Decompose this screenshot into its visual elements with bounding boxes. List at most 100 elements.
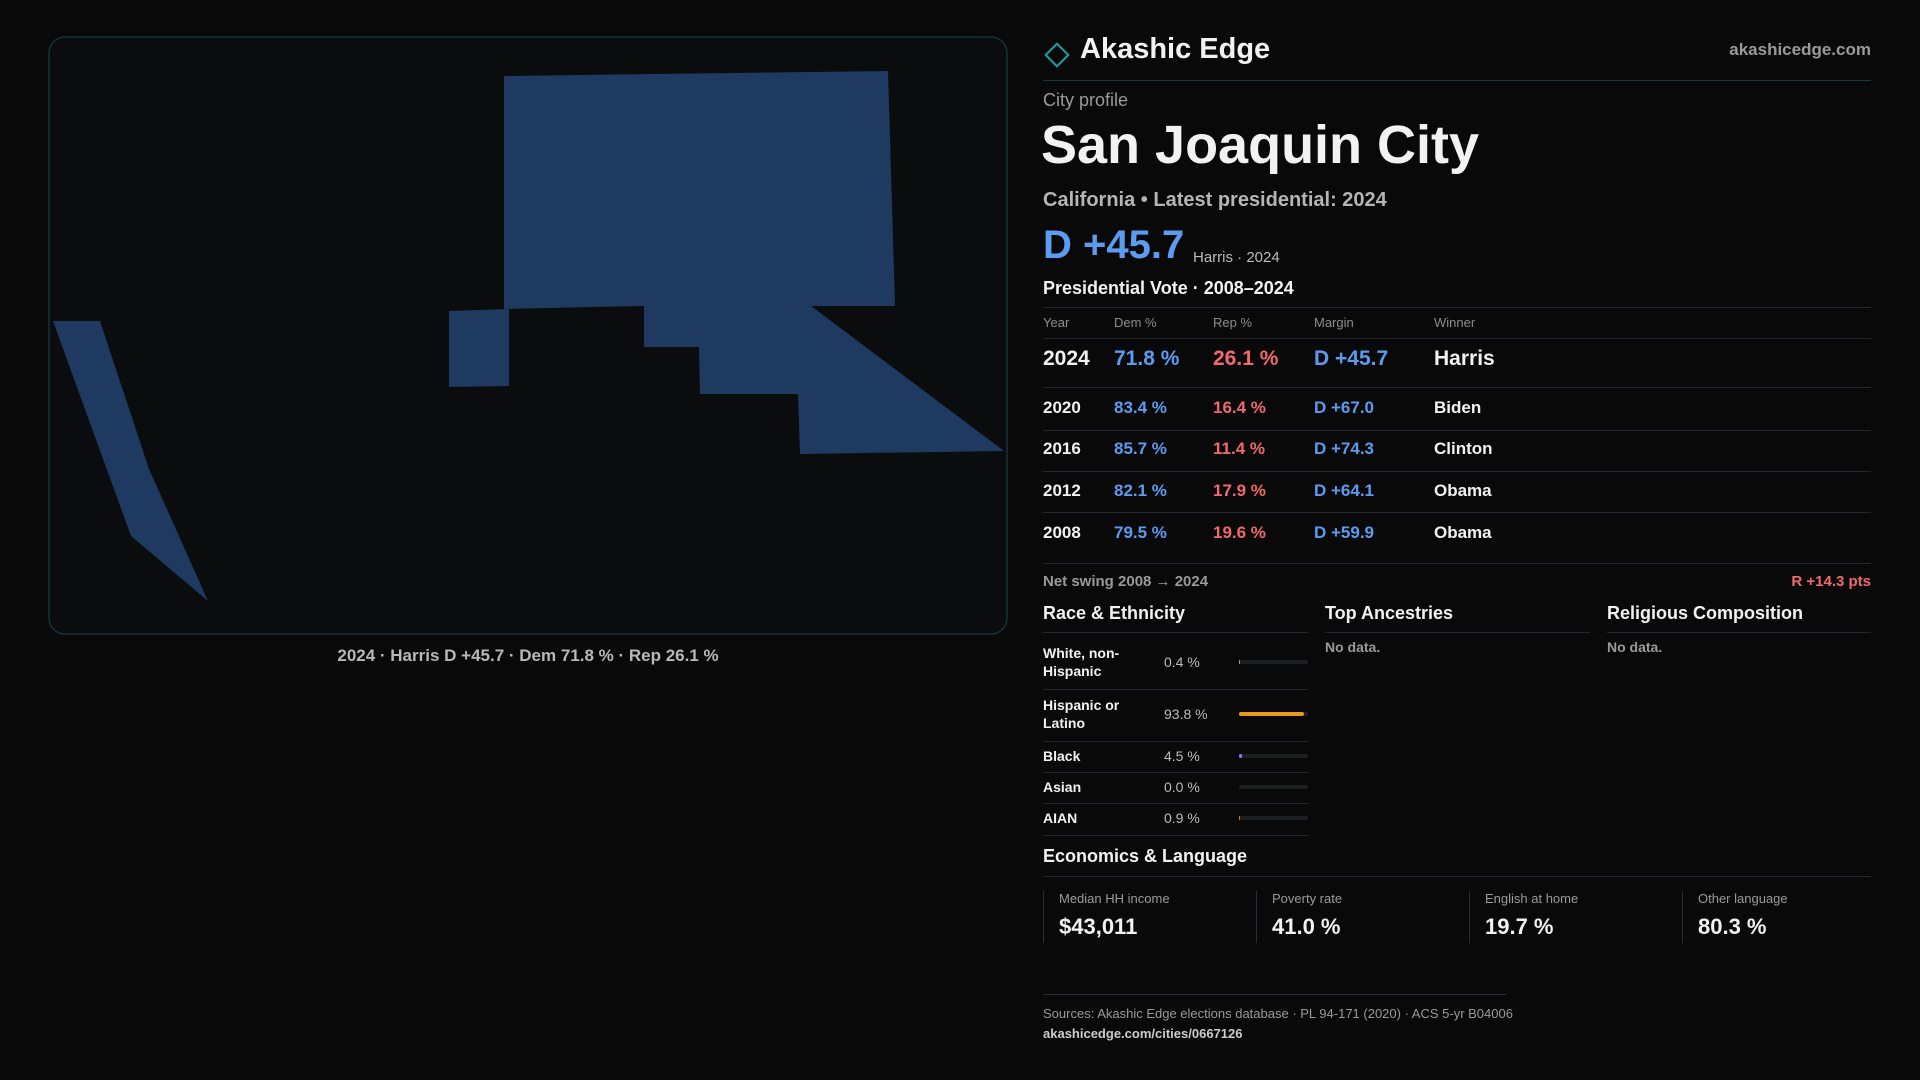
- table-cell: D +64.1: [1314, 481, 1375, 500]
- bar: [1239, 816, 1240, 820]
- map-region: [53, 321, 208, 601]
- divider: [1043, 430, 1871, 431]
- stat-card: Other language 80.3 %: [1682, 891, 1788, 943]
- map-region: [449, 309, 509, 387]
- divider: [1043, 563, 1871, 564]
- table-cell: 83.4 %: [1114, 398, 1167, 417]
- column-header: Year: [1043, 315, 1070, 330]
- stat-label: English at home: [1485, 891, 1579, 906]
- section-title: Economics & Language: [1043, 846, 1248, 866]
- table-cell: 2016: [1043, 439, 1081, 458]
- brand-site: akashicedge.com: [1729, 40, 1871, 59]
- table-cell: Obama: [1434, 523, 1492, 542]
- bar-track: [1239, 712, 1308, 716]
- table-cell: 16.4 %: [1213, 398, 1266, 417]
- divider: [1043, 994, 1506, 995]
- section-title: Race & Ethnicity: [1043, 603, 1186, 623]
- stat-card: English at home 19.7 %: [1469, 891, 1578, 943]
- divider: [1043, 387, 1871, 388]
- no-data: No data.: [1607, 639, 1663, 655]
- race-name: Asian: [1043, 779, 1082, 795]
- divider: [1043, 80, 1871, 81]
- bar-track: [1239, 785, 1308, 789]
- race-value: 4.5 %: [1164, 748, 1200, 764]
- divider: [1043, 471, 1871, 472]
- race-name: White, non-Hispanic: [1043, 645, 1120, 679]
- table-cell: Biden: [1434, 398, 1482, 417]
- divider: [1043, 741, 1308, 742]
- bar-track: [1239, 660, 1308, 664]
- headline-note: Harris · 2024: [1193, 249, 1280, 266]
- table-cell: 2024: [1043, 347, 1090, 370]
- logo: [1044, 42, 1070, 68]
- table-cell: D +67.0: [1314, 398, 1375, 417]
- divider: [1043, 632, 1308, 633]
- table-cell: 2012: [1043, 481, 1081, 500]
- sources: Sources: Akashic Edge elections database…: [1043, 1006, 1513, 1021]
- column-header: Dem %: [1114, 315, 1157, 330]
- map-region: [504, 71, 1004, 454]
- table-cell: 82.1 %: [1114, 481, 1167, 500]
- divider: [1043, 307, 1871, 308]
- map: [48, 36, 1008, 635]
- column-header: Rep %: [1213, 315, 1253, 330]
- source-url: akashicedge.com/cities/0667126: [1043, 1026, 1243, 1041]
- map-caption: 2024 · Harris D +45.7 · Dem 71.8 % · Rep…: [337, 646, 719, 665]
- section-title: Top Ancestries: [1325, 603, 1454, 623]
- stat-card: Median HH income $43,011: [1043, 891, 1170, 943]
- table-cell: Obama: [1434, 481, 1492, 500]
- divider: [1043, 835, 1308, 836]
- table-cell: 2020: [1043, 398, 1081, 417]
- table-cell: 71.8 %: [1114, 347, 1180, 370]
- table-title: Presidential Vote · 2008–2024: [1043, 278, 1294, 298]
- stat-label: Other language: [1698, 891, 1788, 906]
- table-cell: 85.7 %: [1114, 439, 1167, 458]
- table-cell: 79.5 %: [1114, 523, 1167, 542]
- stat-value: 80.3 %: [1698, 914, 1767, 939]
- bar: [1239, 754, 1243, 758]
- divider: [1043, 512, 1871, 513]
- table-cell: D +74.3: [1314, 439, 1375, 458]
- divider: [1325, 632, 1590, 633]
- stat-card: Poverty rate 41.0 %: [1256, 891, 1342, 943]
- race-value: 0.0 %: [1164, 779, 1200, 795]
- table-cell: D +45.7: [1314, 347, 1389, 370]
- divider: [1043, 772, 1308, 773]
- race-name: Black: [1043, 748, 1081, 764]
- table-cell: 2008: [1043, 523, 1081, 542]
- table-cell: 19.6 %: [1213, 523, 1266, 542]
- divider: [1043, 338, 1871, 339]
- brand-name: Akashic Edge: [1080, 33, 1271, 65]
- table-cell: 11.4 %: [1213, 439, 1265, 458]
- subtitle: California • Latest presidential: 2024: [1043, 189, 1387, 211]
- net-swing-value: R +14.3 pts: [1791, 573, 1871, 590]
- table-cell: Harris: [1434, 347, 1495, 370]
- table-cell: Clinton: [1434, 439, 1493, 458]
- net-swing-label: Net swing 2008 → 2024: [1043, 573, 1209, 590]
- stat-value: 41.0 %: [1272, 914, 1341, 939]
- column-header: Winner: [1434, 315, 1476, 330]
- column-header: Margin: [1314, 315, 1354, 330]
- stat-value: 19.7 %: [1485, 914, 1554, 939]
- stat-value: $43,011: [1059, 914, 1138, 939]
- stat-label: Poverty rate: [1272, 891, 1343, 906]
- headline-margin: D +45.7: [1043, 223, 1185, 267]
- city-title: San Joaquin City: [1041, 115, 1480, 175]
- bar: [1239, 712, 1304, 716]
- table-cell: 26.1 %: [1213, 347, 1279, 370]
- kicker: City profile: [1043, 90, 1129, 110]
- no-data: No data.: [1325, 639, 1381, 655]
- race-name: Hispanic or Latino: [1043, 697, 1120, 731]
- divider: [1043, 803, 1308, 804]
- table-cell: 17.9 %: [1213, 481, 1266, 500]
- divider: [1043, 876, 1871, 877]
- race-name: AIAN: [1043, 810, 1078, 826]
- table-cell: D +59.9: [1314, 523, 1375, 542]
- bar-track: [1239, 816, 1308, 820]
- bar-track: [1239, 754, 1308, 758]
- race-value: 0.4 %: [1164, 654, 1200, 670]
- section-title: Religious Composition: [1607, 603, 1803, 623]
- stat-label: Median HH income: [1059, 891, 1170, 906]
- race-value: 93.8 %: [1164, 706, 1208, 722]
